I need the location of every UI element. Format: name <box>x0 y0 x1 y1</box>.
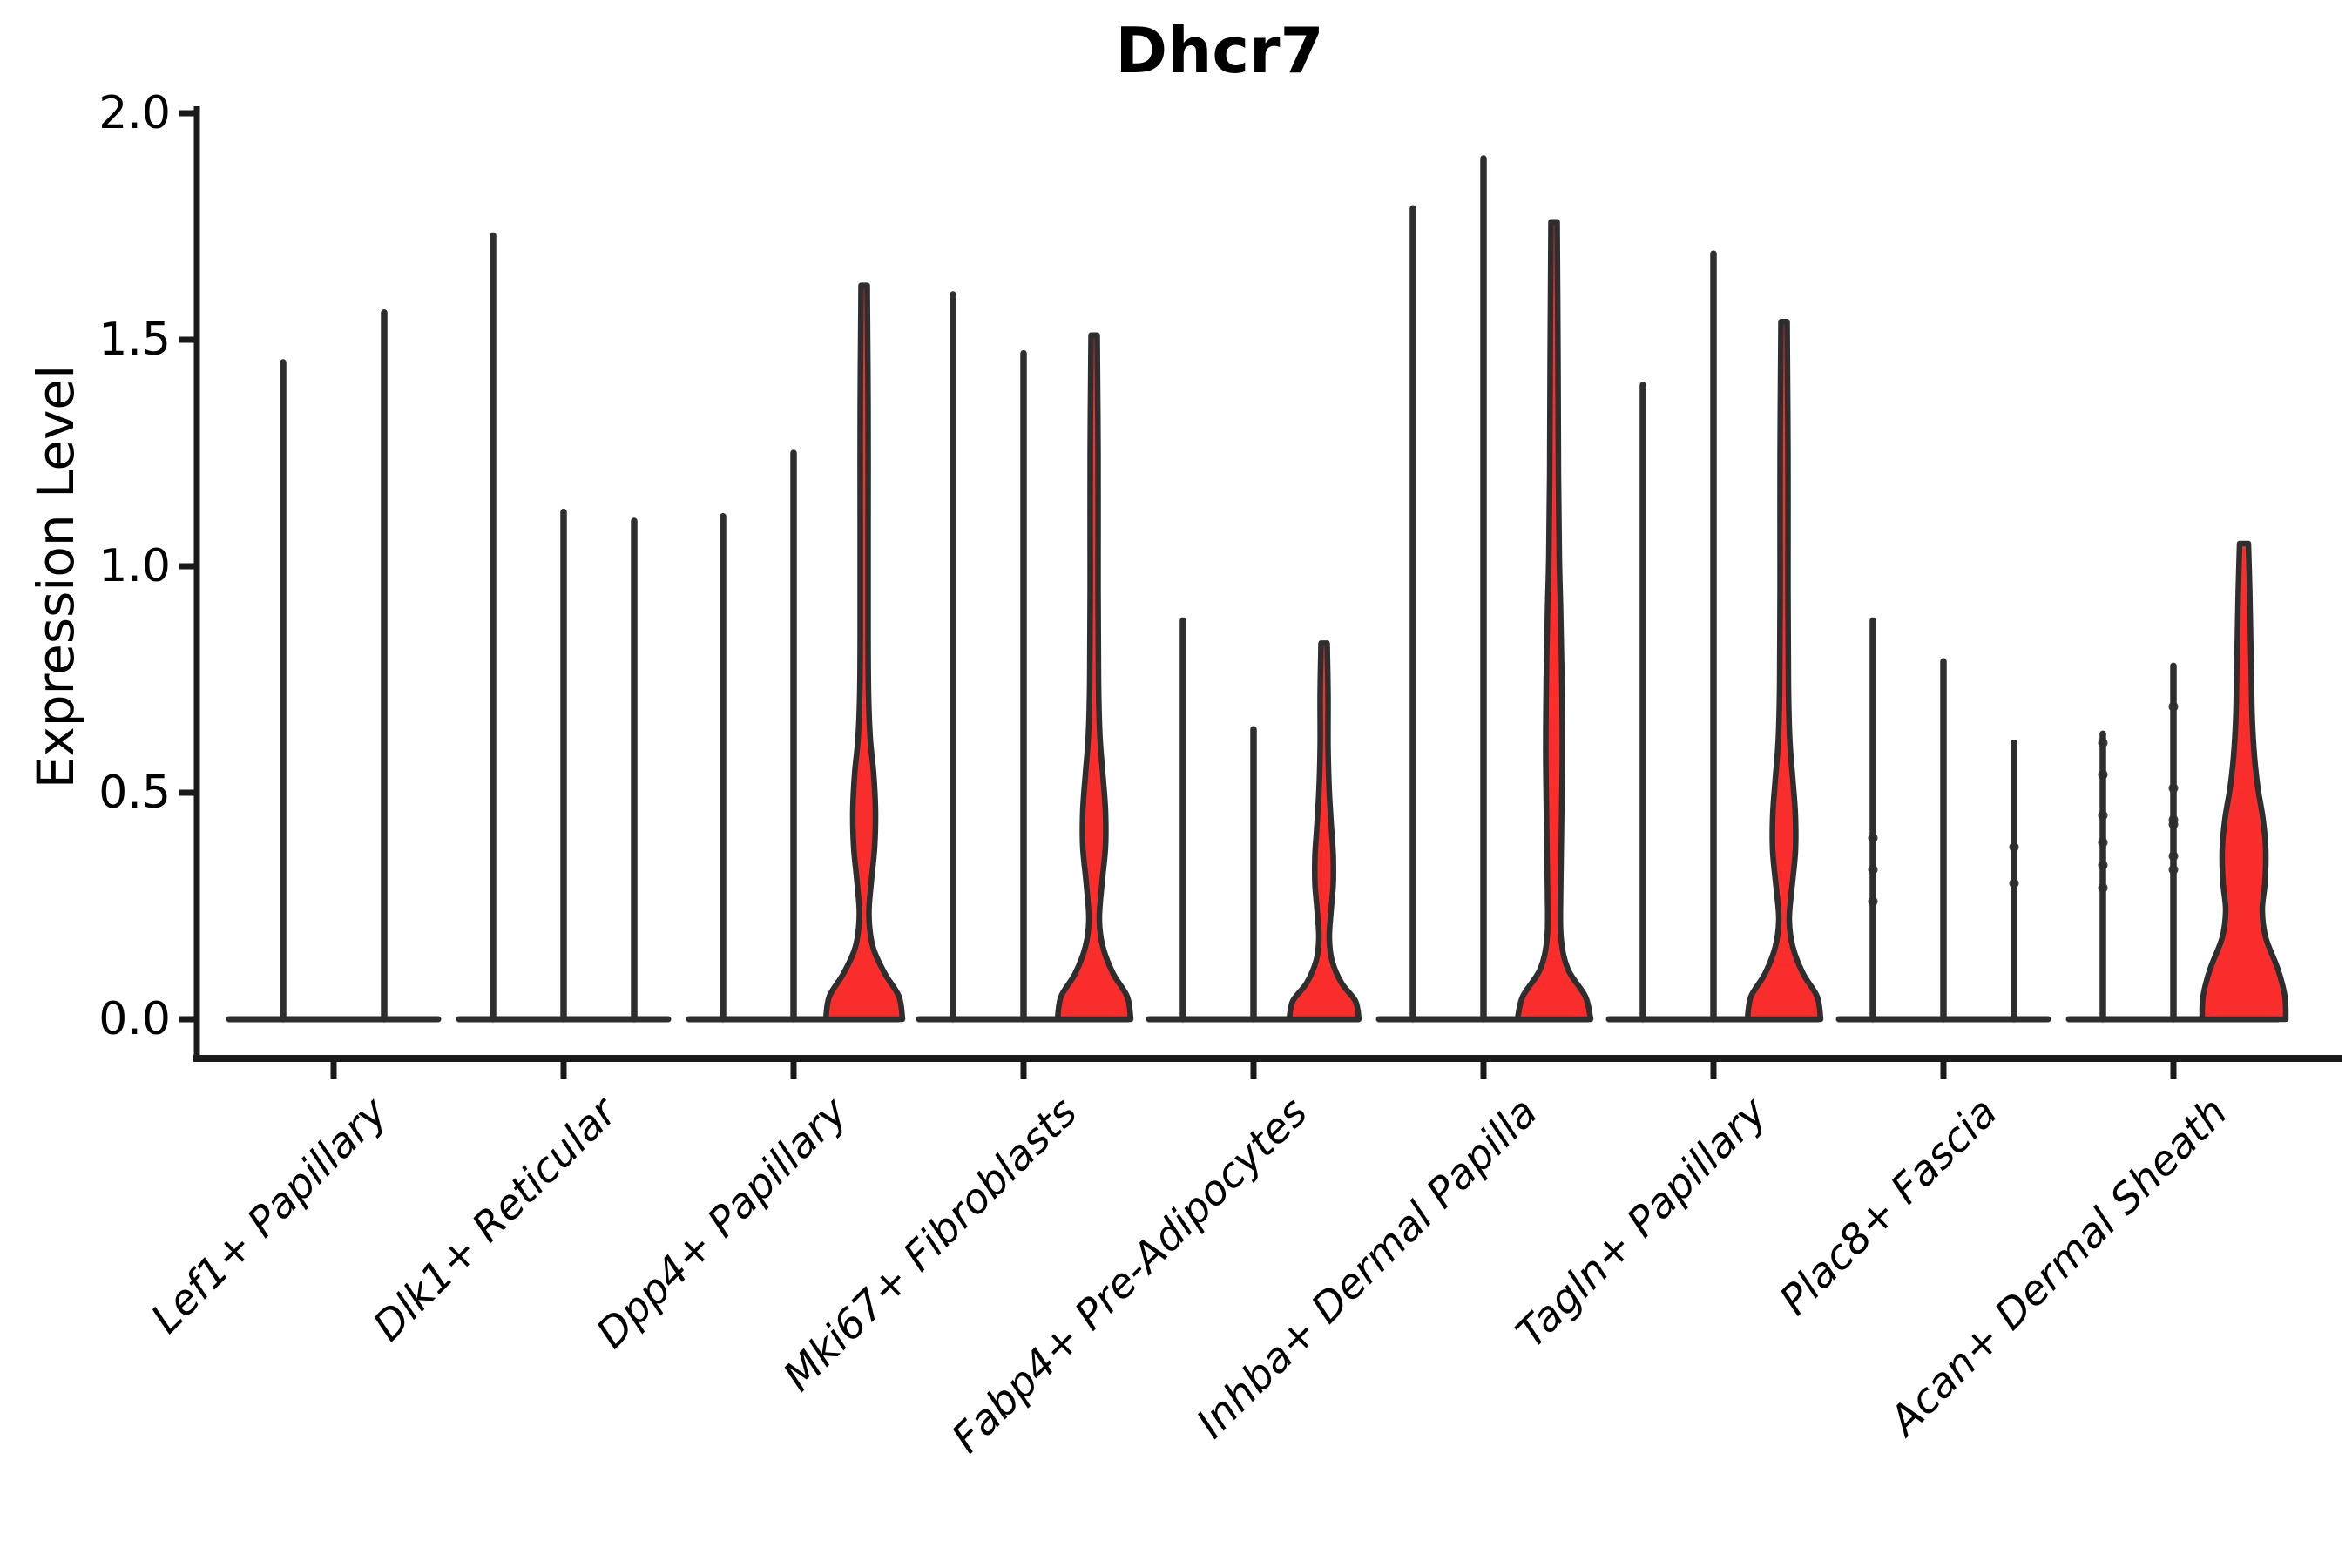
chart-title: Dhcr7 <box>1115 14 1324 87</box>
cell-point-dot <box>1868 896 1878 907</box>
violin-density <box>1744 318 1824 1023</box>
y-tick-label: 0.5 <box>98 767 171 819</box>
cell-point-dot <box>2168 819 2179 829</box>
cell-point-dot <box>2098 769 2108 780</box>
violin-density <box>1514 219 1594 1023</box>
cell-point-dot <box>2098 837 2108 848</box>
cell-point-dot <box>2009 878 2019 889</box>
cell-point-dot <box>2009 841 2019 852</box>
y-tick-label: 2.0 <box>98 87 171 139</box>
cell-point-dot <box>1868 833 1878 843</box>
cell-point-dot <box>2168 701 2179 712</box>
cell-point-dot <box>2168 864 2179 875</box>
violin-density <box>1286 640 1362 1023</box>
violin-layer <box>226 155 2289 1023</box>
cell-point-dot <box>2098 882 2108 893</box>
cell-point-dot <box>2168 783 2179 794</box>
violin-density <box>2199 540 2289 1023</box>
y-tick-label: 1.5 <box>98 314 171 366</box>
y-tick-label: 1.0 <box>98 540 171 592</box>
cell-point-dot <box>2098 860 2108 870</box>
y-tick-label: 0.0 <box>98 993 171 1045</box>
cell-point-dot <box>2168 851 2179 862</box>
cell-point-dot <box>1868 864 1878 875</box>
axes-layer <box>179 106 2342 1079</box>
cell-point-dot <box>2098 738 2108 748</box>
cell-point-dot <box>2098 810 2108 821</box>
violin-density <box>1054 332 1134 1023</box>
violin-density <box>822 282 906 1023</box>
